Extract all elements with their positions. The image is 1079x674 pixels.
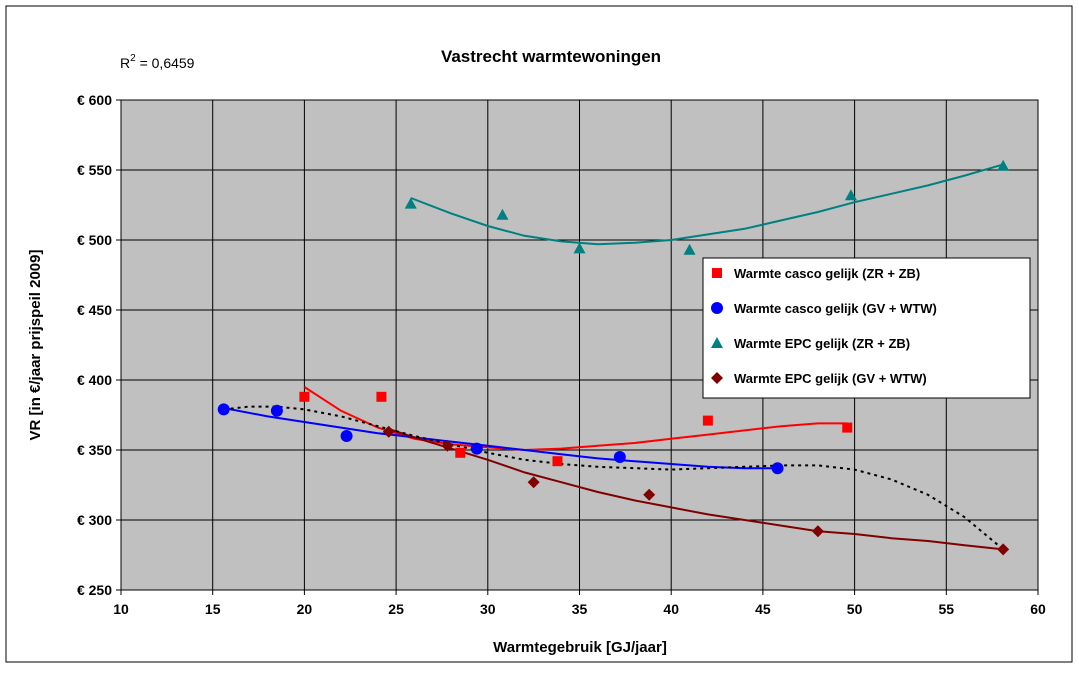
legend-marker-2: [711, 302, 723, 314]
legend-label-1: Warmte casco gelijk (ZR + ZB): [734, 266, 920, 281]
x-tick-label: 15: [205, 601, 221, 617]
data-point-series-4: [811, 525, 824, 538]
data-point-series-4: [382, 425, 395, 438]
chart-title: Vastrecht warmtewoningen: [441, 47, 661, 66]
legend-marker-3: [711, 337, 723, 348]
x-tick-label: 10: [113, 601, 129, 617]
data-point-series-1: [376, 391, 387, 402]
data-point-series-4: [441, 439, 454, 452]
x-tick-label: 20: [297, 601, 313, 617]
x-tick-label: 50: [847, 601, 863, 617]
data-point-series-3: [844, 189, 857, 201]
x-tick-label: 30: [480, 601, 496, 617]
y-tick-label: € 350: [77, 442, 112, 458]
data-point-series-3: [496, 208, 509, 220]
x-axis-ticks: 10 15 20 25 30 35 40 45 50 55 60: [113, 590, 1046, 617]
data-point-series-1: [702, 415, 713, 426]
data-point-series-3: [573, 242, 586, 254]
y-tick-label: € 500: [77, 232, 112, 248]
data-point-series-4: [643, 488, 656, 501]
y-axis-title: VR [in €/jaar prijspeil 2009]: [27, 250, 44, 441]
trend-line-2: [223, 407, 778, 470]
grid: [120, 99, 1039, 591]
y-tick-label: € 400: [77, 372, 112, 388]
y-tick-label: € 450: [77, 302, 112, 318]
legend-label-2: Warmte casco gelijk (GV + WTW): [734, 301, 937, 316]
legend-label-4: Warmte EPC gelijk (GV + WTW): [734, 371, 927, 386]
legend-label-3: Warmte EPC gelijk (ZR + ZB): [734, 336, 910, 351]
data-points: [217, 159, 1010, 556]
data-point-series-1: [455, 447, 466, 458]
trend-line-3: [410, 163, 1004, 246]
data-point-series-3: [997, 159, 1010, 171]
data-point-series-2: [340, 430, 353, 442]
data-point-series-2: [771, 462, 784, 475]
r-squared-annotation: R2 = 0,6459: [120, 53, 195, 71]
data-point-series-2: [613, 451, 626, 463]
data-point-series-1: [842, 422, 853, 433]
trend-line-5: [223, 405, 1004, 551]
data-point-series-3: [404, 197, 417, 209]
data-point-series-2: [470, 442, 483, 455]
legend-marker-4: [711, 372, 723, 384]
data-point-series-4: [997, 543, 1010, 556]
y-tick-label: € 550: [77, 162, 112, 178]
legend-box: [702, 257, 1031, 399]
data-point-series-3: [683, 243, 696, 255]
trend-line-1: [303, 386, 848, 452]
x-tick-label: 40: [663, 601, 679, 617]
y-tick-label: € 250: [77, 582, 112, 598]
trend-line-4: [388, 428, 1004, 551]
data-point-series-1: [552, 456, 563, 467]
data-point-series-1: [299, 391, 310, 402]
data-point-series-2: [217, 403, 230, 416]
x-axis-title: Warmtegebruik [GJ/jaar]: [493, 639, 667, 656]
legend: Warmte casco gelijk (ZR + ZB) Warmte casc…: [702, 257, 1031, 399]
x-tick-label: 25: [388, 601, 404, 617]
x-tick-label: 35: [572, 601, 588, 617]
data-point-series-2: [270, 404, 283, 417]
y-axis-ticks: € 250 € 300 € 350 € 400 € 450 € 500 € 550 € 600: [77, 92, 121, 598]
data-point-series-4: [527, 476, 540, 489]
x-tick-label: 55: [939, 601, 955, 617]
legend-marker-1: [712, 268, 722, 278]
x-tick-label: 45: [755, 601, 771, 617]
trend-lines: [223, 163, 1004, 551]
y-tick-label: € 600: [77, 92, 112, 108]
y-tick-label: € 300: [77, 512, 112, 528]
x-tick-label: 60: [1030, 601, 1046, 617]
